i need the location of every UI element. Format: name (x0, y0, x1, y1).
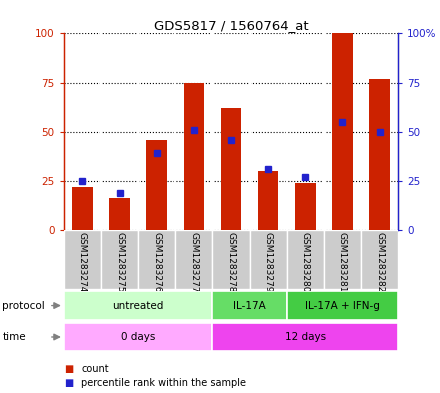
Bar (287, 292, 398, 320)
Text: GSM1283277: GSM1283277 (189, 231, 198, 292)
Text: GSM1283280: GSM1283280 (301, 231, 310, 292)
Text: 0 days: 0 days (121, 332, 155, 342)
Bar (258, 171, 279, 230)
Text: IL-17A: IL-17A (233, 301, 266, 310)
Bar (295, 183, 315, 230)
Text: GSM1283276: GSM1283276 (152, 231, 161, 292)
Bar (213, 292, 287, 320)
Text: count: count (81, 364, 109, 375)
Bar (64, 292, 213, 320)
Text: GSM1283274: GSM1283274 (78, 231, 87, 292)
Text: ■: ■ (64, 364, 73, 375)
Bar (249, 230, 287, 289)
Bar (183, 83, 204, 230)
Bar (101, 230, 138, 289)
Bar (64, 230, 101, 289)
Text: GSM1283282: GSM1283282 (375, 231, 384, 292)
Bar (370, 79, 390, 230)
Bar (213, 230, 249, 289)
Bar (109, 198, 130, 230)
Bar (213, 323, 398, 351)
Text: GSM1283279: GSM1283279 (264, 231, 273, 292)
Bar (147, 140, 167, 230)
Bar (221, 108, 241, 230)
Text: protocol: protocol (2, 301, 45, 310)
Text: untreated: untreated (113, 301, 164, 310)
Bar (64, 323, 213, 351)
Bar (287, 230, 324, 289)
Text: GSM1283281: GSM1283281 (338, 231, 347, 292)
Text: ■: ■ (64, 378, 73, 388)
Bar (138, 230, 175, 289)
Bar (175, 230, 213, 289)
Title: GDS5817 / 1560764_at: GDS5817 / 1560764_at (154, 19, 308, 32)
Text: IL-17A + IFN-g: IL-17A + IFN-g (305, 301, 380, 310)
Text: percentile rank within the sample: percentile rank within the sample (81, 378, 246, 388)
Bar (324, 230, 361, 289)
Text: GSM1283275: GSM1283275 (115, 231, 124, 292)
Text: time: time (2, 332, 26, 342)
Text: 12 days: 12 days (285, 332, 326, 342)
Text: GSM1283278: GSM1283278 (227, 231, 235, 292)
Bar (332, 33, 353, 230)
Bar (72, 187, 92, 230)
Bar (361, 230, 398, 289)
